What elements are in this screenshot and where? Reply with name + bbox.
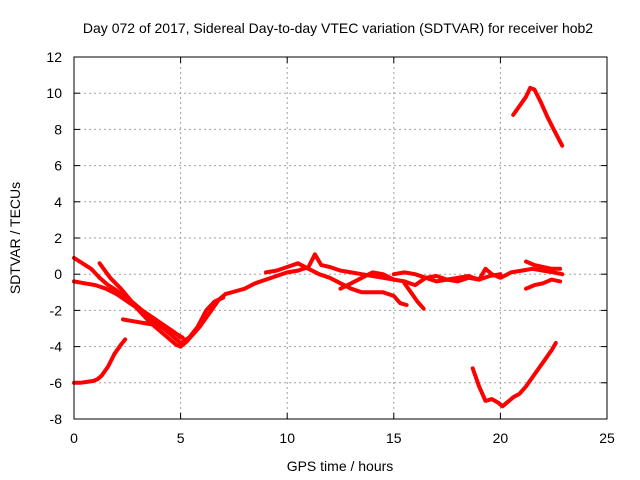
y-tick-label: 6 bbox=[54, 158, 62, 174]
x-tick-label: 0 bbox=[70, 430, 78, 446]
series-line-trace-l bbox=[524, 277, 563, 291]
series-line-trace-a bbox=[72, 337, 128, 385]
y-tick-label: 2 bbox=[54, 230, 62, 246]
x-tick-labels: 0 5 10 15 20 25 bbox=[70, 430, 615, 446]
y-tick-label: 4 bbox=[54, 194, 62, 210]
x-tick-label: 15 bbox=[386, 430, 402, 446]
y-axis-label: SDTVAR / TECUs bbox=[7, 182, 23, 294]
y-tick-label: 0 bbox=[54, 266, 62, 282]
chart-title: Day 072 of 2017, Sidereal Day-to-day VTE… bbox=[83, 20, 593, 36]
x-tick-label: 25 bbox=[599, 430, 615, 446]
y-tick-labels: -8 -6 -4 -2 0 2 4 6 8 10 12 bbox=[46, 49, 62, 427]
series-line-trace-n bbox=[511, 85, 565, 148]
x-axis-label: GPS time / hours bbox=[287, 458, 394, 474]
data-series bbox=[72, 85, 565, 409]
y-tick-label: 10 bbox=[46, 85, 62, 101]
y-tick-label: -2 bbox=[50, 302, 63, 318]
grid-lines bbox=[74, 57, 607, 419]
series-line-trace-k bbox=[524, 259, 563, 271]
y-tick-label: -8 bbox=[50, 411, 63, 427]
x-tick-label: 10 bbox=[279, 430, 295, 446]
series-line-trace-j bbox=[402, 281, 426, 311]
series-line-trace-b bbox=[72, 255, 247, 349]
x-tick-label: 20 bbox=[493, 430, 509, 446]
y-tick-label: 8 bbox=[54, 121, 62, 137]
series-line-trace-m bbox=[470, 341, 558, 409]
series-line-trace-g bbox=[263, 261, 409, 307]
series-line-trace-c bbox=[72, 279, 226, 345]
x-tick-label: 5 bbox=[177, 430, 185, 446]
series-line-trace-e bbox=[121, 317, 185, 340]
plot-frame bbox=[73, 56, 608, 420]
y-tick-label: -4 bbox=[50, 339, 63, 355]
y-tick-label: -6 bbox=[50, 375, 63, 391]
series-line-trace-i bbox=[391, 266, 565, 284]
y-tick-label: 12 bbox=[46, 49, 62, 65]
